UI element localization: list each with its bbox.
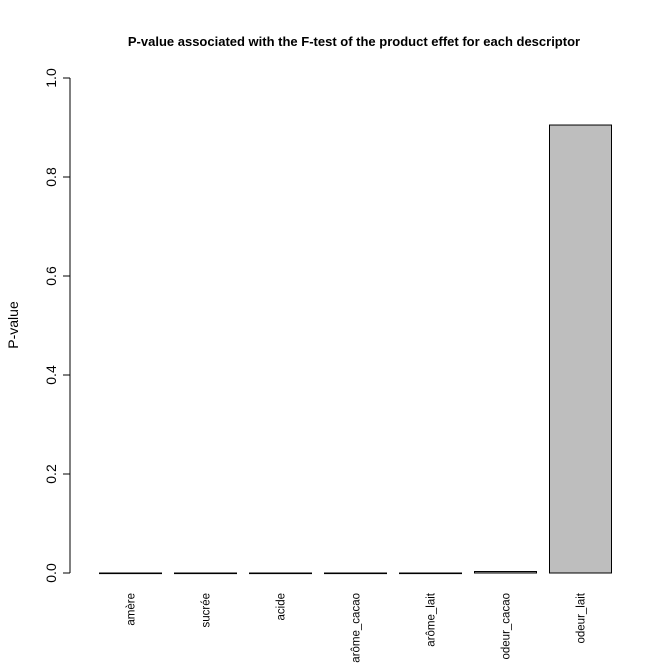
x-label-odeur_cacao: odeur_cacao: [501, 593, 513, 660]
bar-arôme_cacao: [324, 572, 387, 575]
bars: [99, 124, 612, 575]
x-label-sucrée: sucrée: [201, 593, 213, 628]
x-label-amère: amère: [126, 593, 138, 626]
bar-odeur_lait: [549, 124, 612, 574]
bar-acide: [249, 572, 312, 575]
y-tick-label-0: 0.0: [43, 563, 59, 583]
y-axis-label: P-value: [5, 301, 21, 349]
y-tick-label-4: 0.8: [43, 167, 59, 187]
bar-odeur_cacao: [474, 571, 537, 574]
bar-sucrée: [174, 572, 237, 575]
y-axis-ticks: 0.0 0.2 0.4 0.6 0.8 1.0: [43, 68, 70, 583]
x-label-arôme_lait: arôme_lait: [426, 592, 438, 646]
bar-arôme_lait: [399, 572, 462, 575]
x-axis-labels: amère sucrée acide arôme_cacao arôme_lait ode…: [126, 592, 588, 662]
x-label-arôme_cacao: arôme_cacao: [351, 593, 363, 663]
y-tick-label-5: 1.0: [43, 68, 59, 88]
x-label-odeur_lait: odeur_lait: [576, 592, 588, 643]
bar-amère: [99, 572, 162, 575]
y-tick-label-3: 0.6: [43, 266, 59, 286]
x-label-acide: acide: [276, 593, 288, 621]
y-tick-label-2: 0.4: [43, 365, 59, 385]
chart-title: P-value associated with the F-test of th…: [128, 34, 580, 49]
y-tick-label-1: 0.2: [43, 464, 59, 484]
